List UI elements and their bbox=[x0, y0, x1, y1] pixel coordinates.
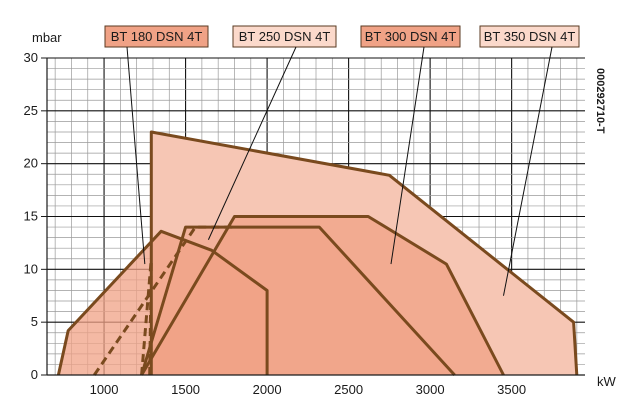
legend-box-2 bbox=[360, 25, 461, 48]
y-axis-unit-label: mbar bbox=[32, 30, 62, 45]
x-tick-label: 3500 bbox=[497, 382, 526, 397]
series-line-3 bbox=[149, 130, 579, 376]
x-axis-unit-label: kW bbox=[597, 374, 617, 389]
document-code: 000292710-T bbox=[594, 68, 606, 134]
x-tick-label: 1500 bbox=[171, 382, 200, 397]
series-line-4 bbox=[140, 215, 505, 376]
y-tick-label: 25 bbox=[24, 103, 38, 118]
legend-box-1 bbox=[232, 25, 337, 48]
area-bt-250 bbox=[141, 227, 455, 375]
legend-label-1: BT 250 DSN 4T bbox=[239, 29, 331, 44]
legend: BT 180 DSN 4T BT 250 DSN 4T BT 300 DSN 4T B… bbox=[104, 25, 580, 296]
legend-leader-0 bbox=[126, 46, 146, 265]
y-tick-label: 0 bbox=[31, 367, 38, 382]
x-tick-label: 2500 bbox=[334, 382, 363, 397]
y-tick-label: 10 bbox=[24, 261, 38, 276]
series-line-6 bbox=[148, 258, 153, 376]
x-tick-label: 3000 bbox=[416, 382, 445, 397]
series-line-1 bbox=[93, 225, 237, 376]
legend-box-0 bbox=[104, 25, 209, 48]
y-tick-label: 5 bbox=[31, 314, 38, 329]
legend-leader-3 bbox=[502, 46, 553, 296]
legend-label-3: BT 350 DSN 4T bbox=[484, 29, 576, 44]
axes: 0 5 10 15 20 25 30 1000 1500 2000 2500 3000 3500 bbox=[24, 50, 585, 397]
series-line-2 bbox=[140, 225, 456, 377]
y-tick-label: 30 bbox=[24, 50, 38, 65]
y-tick-label: 20 bbox=[24, 156, 38, 171]
y-tick-label: 15 bbox=[24, 209, 38, 224]
working-field-areas bbox=[58, 132, 577, 375]
legend-leader-1 bbox=[207, 46, 297, 240]
legend-label-0: BT 180 DSN 4T bbox=[111, 29, 203, 44]
working-field-lines bbox=[56, 130, 579, 377]
x-tick-label: 2000 bbox=[253, 382, 282, 397]
legend-box-3 bbox=[479, 25, 580, 48]
legend-leader-2 bbox=[390, 46, 425, 265]
legend-label-2: BT 300 DSN 4T bbox=[365, 29, 457, 44]
x-tick-label: 1000 bbox=[90, 382, 119, 397]
